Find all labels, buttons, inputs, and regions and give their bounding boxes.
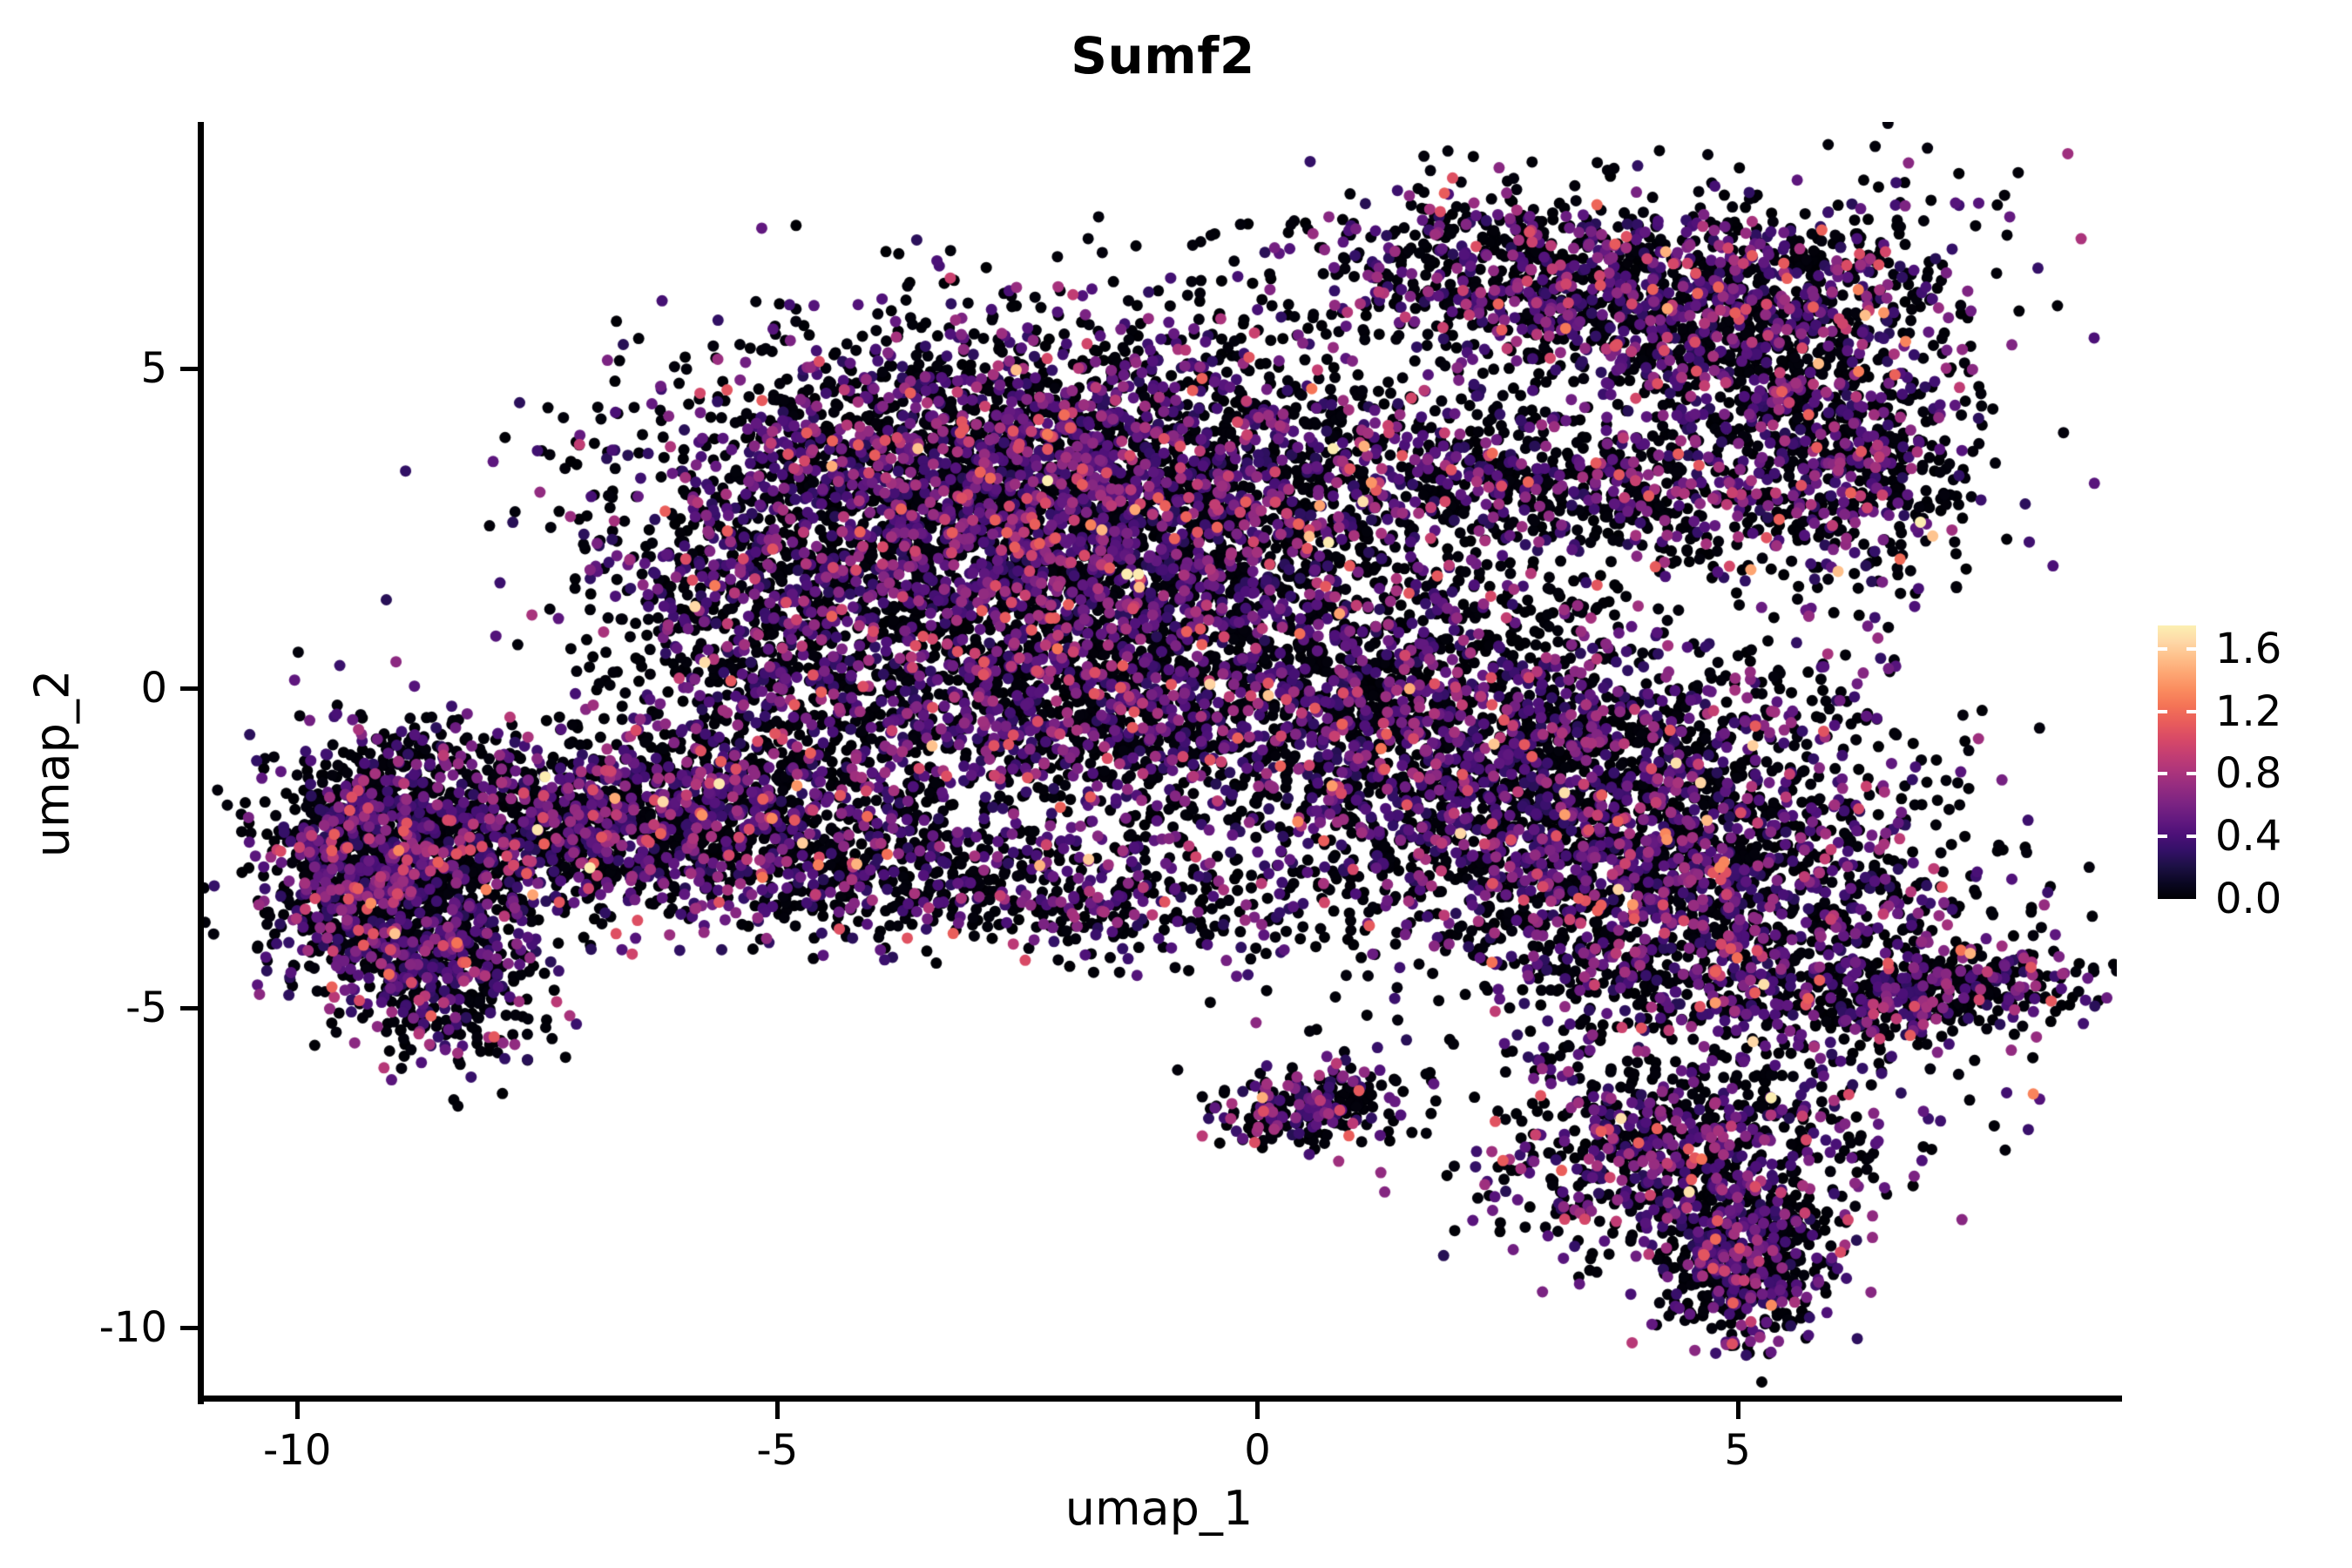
y-tick-label: -5 — [125, 983, 167, 1033]
colorbar-tick-label: 0.0 — [2215, 875, 2282, 923]
colorbar-tick-mark — [2186, 835, 2196, 839]
colorbar — [2158, 625, 2196, 899]
x-axis-label: umap_1 — [1064, 1481, 1254, 1536]
colorbar-tick-label: 0.8 — [2215, 749, 2282, 799]
x-tick-label: 5 — [1724, 1426, 1751, 1475]
x-tick-label: -10 — [263, 1426, 332, 1475]
colorbar-tick-label: 1.6 — [2215, 624, 2282, 673]
colorbar-gradient — [2158, 625, 2196, 899]
x-tick-mark — [1735, 1402, 1740, 1419]
scatter-plot-canvas — [201, 122, 2117, 1398]
y-tick-mark — [180, 1006, 198, 1011]
x-axis-spine — [198, 1396, 2122, 1402]
y-axis-spine — [198, 122, 204, 1404]
colorbar-tick-mark — [2186, 646, 2196, 651]
page-title: Sumf2 — [1071, 26, 1255, 85]
y-tick-label: -10 — [98, 1303, 167, 1353]
y-tick-mark — [180, 1326, 198, 1331]
colorbar-tick-mark — [2158, 835, 2167, 839]
colorbar-tick-mark — [2186, 709, 2196, 713]
x-tick-mark — [1255, 1402, 1260, 1419]
y-tick-mark — [180, 366, 198, 371]
colorbar-tick-label: 1.2 — [2215, 686, 2282, 736]
colorbar-tick-mark — [2186, 772, 2196, 776]
colorbar-tick-mark — [2158, 772, 2167, 776]
y-axis-label: umap_2 — [24, 669, 80, 858]
x-tick-mark — [775, 1402, 781, 1419]
x-tick-mark — [295, 1402, 301, 1419]
colorbar-tick-label: 0.4 — [2215, 812, 2282, 862]
plot-axes-area — [201, 122, 2117, 1398]
y-tick-label: 0 — [140, 663, 167, 713]
x-tick-label: -5 — [756, 1426, 799, 1475]
x-tick-label: 0 — [1244, 1426, 1271, 1475]
colorbar-tick-mark — [2158, 709, 2167, 713]
y-tick-label: 5 — [140, 343, 167, 393]
y-tick-mark — [180, 686, 198, 691]
colorbar-tick-mark — [2158, 646, 2167, 651]
